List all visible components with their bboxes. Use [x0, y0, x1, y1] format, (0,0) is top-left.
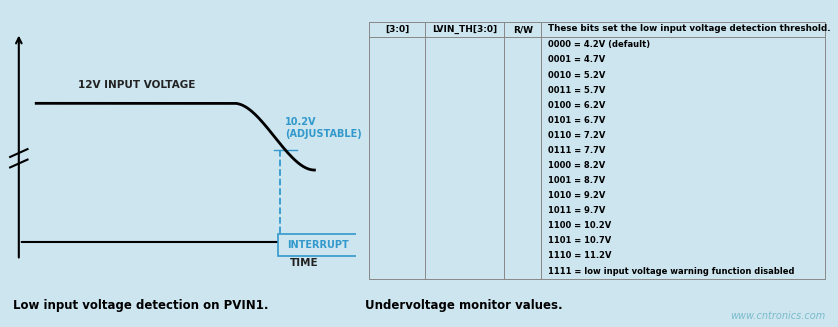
Bar — [278, 234, 358, 256]
Text: TIME: TIME — [290, 258, 318, 268]
Text: R/W: R/W — [513, 25, 533, 34]
Text: 0010 = 5.2V: 0010 = 5.2V — [548, 71, 606, 79]
Text: LVIN_TH[3:0]: LVIN_TH[3:0] — [432, 25, 497, 34]
Text: www.cntronics.com: www.cntronics.com — [730, 311, 825, 321]
Text: 0000 = 4.2V (default): 0000 = 4.2V (default) — [548, 40, 650, 49]
Text: 0001 = 4.7V: 0001 = 4.7V — [548, 56, 606, 64]
Text: 10.2V
(ADJUSTABLE): 10.2V (ADJUSTABLE) — [285, 117, 362, 139]
Text: [3:0]: [3:0] — [385, 25, 409, 34]
Text: 1110 = 11.2V: 1110 = 11.2V — [548, 251, 612, 261]
Text: 1010 = 9.2V: 1010 = 9.2V — [548, 191, 606, 200]
Text: Low input voltage detection on PVIN1.: Low input voltage detection on PVIN1. — [13, 299, 268, 312]
Text: 0101 = 6.7V: 0101 = 6.7V — [548, 116, 606, 125]
Text: 1011 = 9.7V: 1011 = 9.7V — [548, 206, 606, 215]
Text: 12V INPUT VOLTAGE: 12V INPUT VOLTAGE — [78, 80, 195, 90]
Text: INTERRUPT: INTERRUPT — [287, 240, 349, 250]
Text: 0011 = 5.7V: 0011 = 5.7V — [548, 86, 606, 95]
Text: 0111 = 7.7V: 0111 = 7.7V — [548, 146, 606, 155]
Text: 1001 = 8.7V: 1001 = 8.7V — [548, 176, 606, 185]
Text: 0100 = 6.2V: 0100 = 6.2V — [548, 101, 606, 110]
Text: 1101 = 10.7V: 1101 = 10.7V — [548, 236, 612, 245]
Text: 1111 = low input voltage warning function disabled: 1111 = low input voltage warning functio… — [548, 267, 794, 276]
Text: 1100 = 10.2V: 1100 = 10.2V — [548, 221, 612, 230]
Text: 0110 = 7.2V: 0110 = 7.2V — [548, 131, 606, 140]
Text: Undervoltage monitor values.: Undervoltage monitor values. — [365, 299, 562, 312]
Text: 1000 = 8.2V: 1000 = 8.2V — [548, 161, 606, 170]
Text: These bits set the low input voltage detection threshold.: These bits set the low input voltage det… — [548, 24, 830, 33]
